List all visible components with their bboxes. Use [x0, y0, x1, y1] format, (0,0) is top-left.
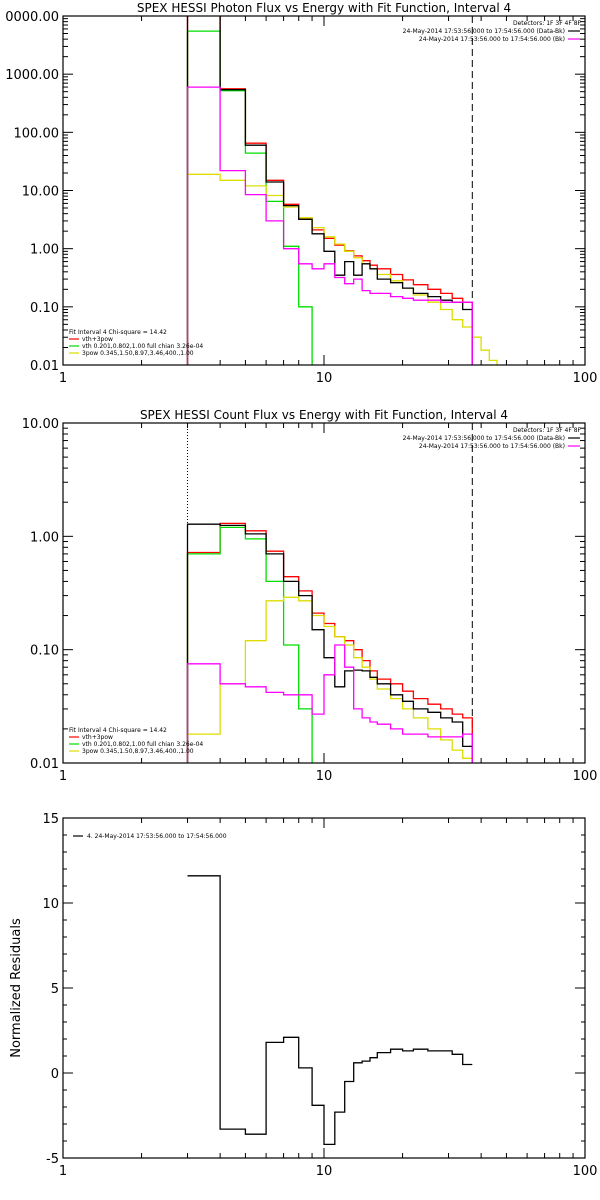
series-line-vth — [186, 30, 313, 365]
series-line-data-bk — [186, 523, 473, 763]
series-line-3pow — [186, 596, 473, 763]
y-tick-label: 100.00 — [14, 126, 60, 141]
legend-entry: Detectors: 1F 3F 4F 8F — [513, 20, 582, 27]
plot-area — [186, 522, 473, 763]
series-line-residuals — [187, 875, 473, 1146]
y-tick-label: 10 — [42, 897, 59, 912]
legend-entry: vth+3pow — [82, 734, 113, 741]
legend-entry: 24-May-2014 17:53:56.000 to 17:54:56.000… — [403, 435, 565, 442]
legend-entry: Detectors: 1F 3F 4F 8F — [513, 427, 582, 434]
x-tick-label: 1 — [59, 1164, 67, 1179]
x-tick-label: 100 — [573, 1164, 598, 1179]
x-tick-label: 10 — [316, 1164, 333, 1179]
y-tick-label: 0.01 — [30, 359, 59, 374]
legend-entry: 24-May-2014 17:53:56.000 to 17:54:56.000… — [419, 36, 565, 43]
y-tick-label: 15 — [42, 812, 59, 827]
series-line-data-bk — [186, 16, 473, 365]
series-line-vth — [186, 526, 313, 763]
x-tick-label: 1 — [59, 769, 67, 784]
chart-panel-2: SPEX HESSI Count Flux vs Energy with Fit… — [22, 408, 598, 784]
series-line-vth-3pow — [186, 16, 473, 365]
legend-entry: 24-May-2014 17:53:56.000 to 17:54:56.000… — [403, 28, 565, 35]
legend-entry: Fit Interval 4 Chi-square = 14.42 — [69, 329, 167, 336]
series-line-3pow — [186, 173, 498, 365]
legend-entry: 4. 24-May-2014 17:53:56.000 to 17:54:56.… — [87, 833, 227, 840]
legend-entry: 3pow 0.345,1.50,8.97,3.46,400.,1.00 — [82, 350, 194, 357]
chart-panel-1: SPEX HESSI Photon Flux vs Energy with Fi… — [5, 1, 598, 386]
y-axis-label: Normalized Residuals — [9, 918, 24, 1058]
x-tick-label: 10 — [316, 769, 333, 784]
x-tick-label: 100 — [573, 769, 598, 784]
x-tick-label: 1 — [59, 371, 67, 386]
chart-title: SPEX HESSI Photon Flux vs Energy with Fi… — [137, 1, 511, 15]
plot-area — [186, 16, 498, 365]
plot-area — [187, 875, 473, 1146]
legend-entry: vth+3pow — [82, 336, 113, 343]
axes-frame — [62, 422, 586, 764]
legend-entry: vth 0.201,0.802,1.00 full chian 3.26e-04 — [82, 741, 203, 748]
chart-title: SPEX HESSI Count Flux vs Energy with Fit… — [140, 408, 508, 422]
y-tick-label: 1.00 — [30, 530, 59, 545]
legend-entry: 3pow 0.345,1.50,8.97,3.46,400.,1.00 — [82, 748, 194, 755]
legend-entry: Fit Interval 4 Chi-square = 14.42 — [69, 727, 167, 734]
y-tick-label: 10.00 — [22, 417, 59, 432]
axes-frame — [62, 15, 586, 366]
axes-frame — [62, 817, 586, 1159]
y-tick-label: 5 — [51, 982, 59, 997]
y-tick-label: 0.10 — [30, 301, 59, 316]
y-tick-label: 0.10 — [30, 644, 59, 659]
y-tick-label: 10.00 — [22, 185, 59, 200]
x-tick-label: 100 — [573, 371, 598, 386]
series-line-bk — [186, 86, 473, 365]
legend-entry: 24-May-2014 17:53:56.000 to 17:54:56.000… — [419, 443, 565, 450]
y-tick-label: -5 — [46, 1152, 59, 1167]
legend-entry: vth 0.201,0.802,1.00 full chian 3.26e-04 — [82, 343, 203, 350]
y-tick-label: 0000.00 — [5, 10, 59, 25]
y-tick-label: 0 — [51, 1067, 59, 1082]
y-tick-label: 1000.00 — [5, 68, 59, 83]
y-tick-label: 0.01 — [30, 757, 59, 772]
y-tick-label: 1.00 — [30, 243, 59, 258]
chart-panel-3: 1 10 100 -5 0 5 10 15 Normalized Residuals 4. 24-… — [9, 812, 597, 1179]
series-line-bk — [186, 644, 473, 763]
series-line-vth-3pow — [186, 522, 473, 763]
x-tick-label: 10 — [316, 371, 333, 386]
